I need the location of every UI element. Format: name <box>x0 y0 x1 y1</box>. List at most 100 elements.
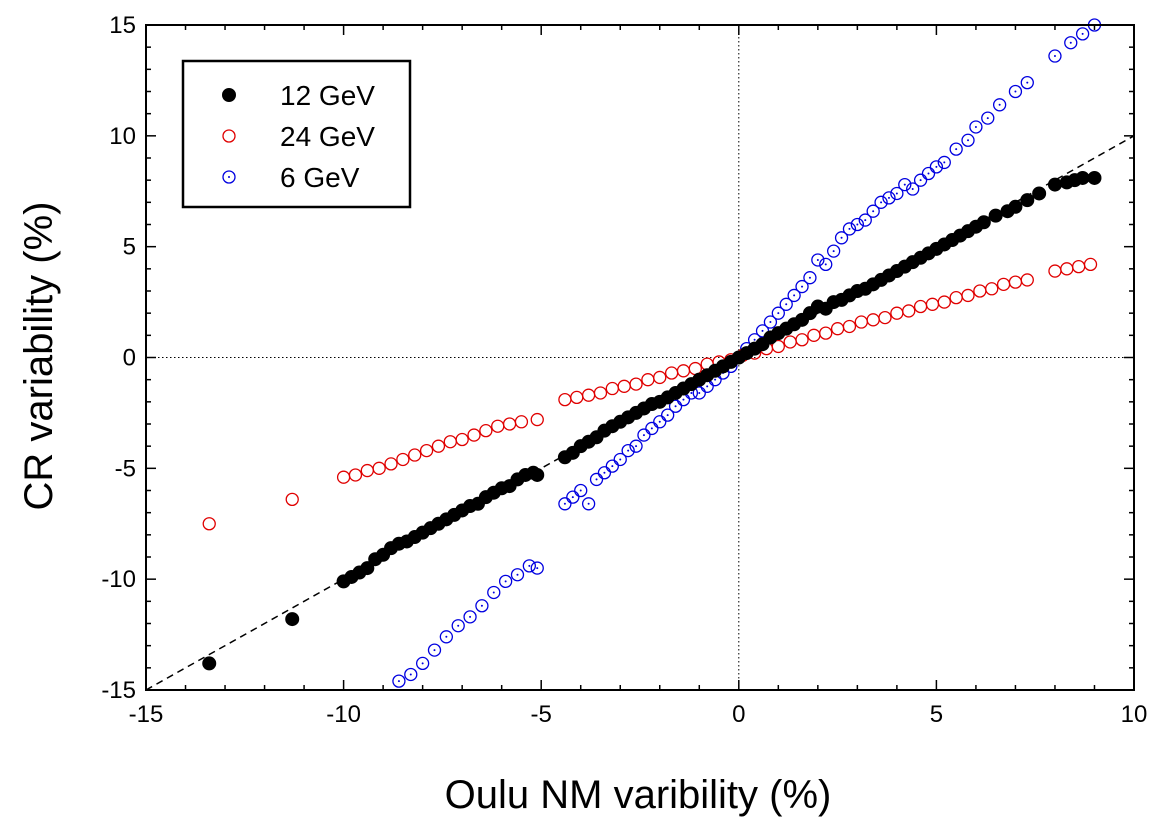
data-point <box>589 472 604 487</box>
data-point <box>937 155 951 170</box>
data-point <box>779 297 793 311</box>
data-point <box>396 452 410 467</box>
x-tick-label: -10 <box>326 701 361 728</box>
data-point <box>653 415 667 429</box>
data-point <box>890 186 904 201</box>
data-point <box>992 98 1007 112</box>
data-point <box>1087 170 1102 185</box>
legend-label: 12 GeV <box>280 80 375 111</box>
series-24-gev <box>202 257 1098 531</box>
data-point <box>921 166 936 181</box>
data-point <box>882 191 896 205</box>
y-tick-label: 5 <box>123 234 136 261</box>
y-tick-label: -15 <box>101 677 136 704</box>
data-point <box>641 373 655 387</box>
data-point <box>360 463 374 478</box>
data-point <box>890 306 904 320</box>
data-point <box>803 271 817 285</box>
data-point <box>285 612 300 627</box>
data-point <box>1064 36 1078 50</box>
data-points <box>202 18 1102 688</box>
data-point <box>866 313 880 327</box>
data-point <box>629 377 643 391</box>
data-point <box>1047 177 1062 192</box>
data-point <box>842 222 857 236</box>
data-point <box>336 470 351 484</box>
data-point <box>949 142 963 156</box>
x-tick-label: -5 <box>531 701 552 728</box>
y-tick-label: -10 <box>101 566 136 593</box>
data-point <box>475 599 489 613</box>
data-point <box>621 443 635 458</box>
legend: 12 GeV 24 GeV 6 GeV <box>181 59 412 209</box>
data-point <box>404 667 418 682</box>
data-point <box>795 279 809 294</box>
legend-label: 24 GeV <box>280 121 375 152</box>
data-point <box>771 339 785 354</box>
data-point <box>787 288 801 303</box>
data-point <box>637 428 651 442</box>
data-point <box>522 559 536 573</box>
data-point <box>530 561 544 575</box>
data-point <box>498 574 513 589</box>
data-point <box>783 335 797 349</box>
data-point <box>1020 75 1034 90</box>
data-point <box>811 253 825 267</box>
data-point <box>878 310 892 325</box>
data-point <box>605 381 619 396</box>
data-point <box>676 364 691 378</box>
data-point <box>605 459 619 473</box>
data-point <box>514 415 529 429</box>
legend-marker <box>222 88 236 102</box>
data-point <box>1072 259 1086 274</box>
axis-ticks <box>145 24 1135 691</box>
data-point <box>1048 49 1062 63</box>
data-point <box>826 244 841 258</box>
x-tick-label: 0 <box>732 701 745 728</box>
data-point <box>1060 262 1074 276</box>
data-point <box>597 466 612 480</box>
axis-tick-labels: -15 -10 -5 0 5 10 -15 -10 -5 0 5 10 15 <box>101 12 1147 728</box>
data-point <box>419 443 434 458</box>
data-point <box>491 419 505 433</box>
data-point <box>581 497 596 511</box>
data-point <box>1075 27 1090 41</box>
legend-label: 6 GeV <box>280 162 360 193</box>
data-point <box>1075 170 1090 185</box>
data-point <box>925 297 940 311</box>
data-point <box>431 439 446 453</box>
data-point <box>645 421 659 436</box>
data-point <box>854 315 868 329</box>
data-point <box>1020 273 1034 287</box>
data-point <box>976 215 991 230</box>
data-point <box>763 315 778 329</box>
data-point <box>530 467 545 482</box>
legend-box <box>181 59 412 209</box>
data-point <box>830 322 845 336</box>
data-point <box>771 306 785 320</box>
legend-marker <box>222 170 236 184</box>
data-point <box>617 379 631 393</box>
data-point <box>558 392 572 407</box>
data-point <box>558 497 572 511</box>
data-point <box>874 195 888 209</box>
data-point <box>372 461 386 475</box>
data-point <box>988 208 1003 223</box>
data-point <box>613 452 627 467</box>
data-point <box>913 173 928 187</box>
data-point <box>360 561 375 576</box>
data-point <box>1032 186 1047 201</box>
data-point <box>1008 84 1023 99</box>
data-point <box>348 468 363 482</box>
data-point <box>807 328 821 342</box>
x-tick-label: 10 <box>1121 701 1148 728</box>
data-point <box>1048 264 1062 278</box>
data-point <box>985 282 999 296</box>
data-point <box>961 133 975 147</box>
data-point <box>570 390 584 405</box>
data-point <box>439 630 454 644</box>
data-point <box>819 257 833 272</box>
data-point <box>574 483 588 498</box>
data-point <box>285 492 299 507</box>
data-point <box>1020 193 1035 208</box>
